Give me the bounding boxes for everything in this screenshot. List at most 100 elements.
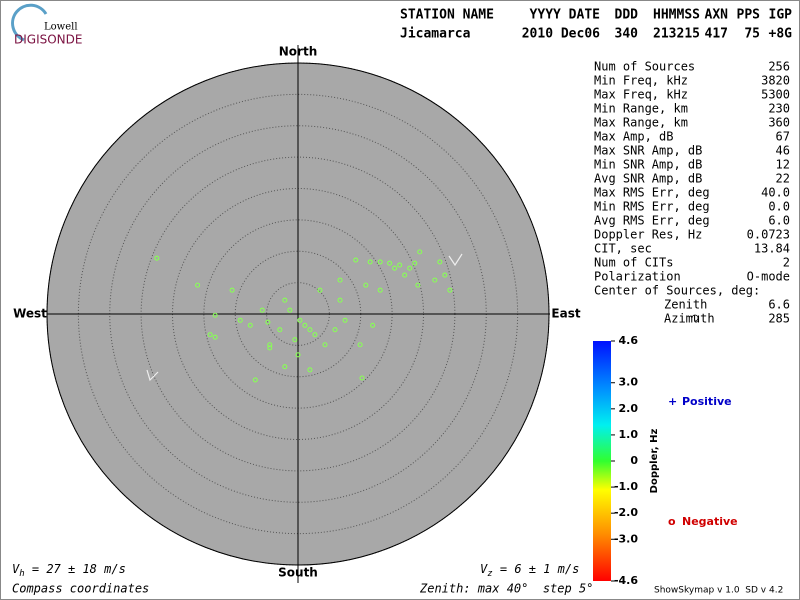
stat-value: 22 [776,172,790,186]
source-point [252,377,258,383]
stat-label: Num of Sources [594,60,695,74]
stat-value: 3820 [761,74,790,88]
header-column: PPS [737,8,761,23]
colorbar-tick-label: 1.0 [619,428,639,441]
source-point [322,342,328,348]
colorbar-label: Doppler, Hz [649,429,660,494]
plot: North South West East [13,45,581,583]
plot-border [46,62,550,566]
stat-label: Polarization [594,270,681,284]
stat-label: Min RMS Err, deg [594,200,710,214]
stat-label: Max RMS Err, deg [594,186,710,200]
source-point [363,282,369,288]
source-point [402,272,408,278]
header-column: DDD [615,8,639,23]
source-point [337,277,343,283]
stat-value: 256 [768,60,790,74]
header-column: HHMMSS [653,8,700,23]
header-column: STATION NAME [400,8,494,23]
source-point [442,272,448,278]
azimuth-icon [690,314,699,322]
vh: Vh = 27 ± 18 m/s [12,562,126,579]
source-point [370,322,376,328]
stat-value: 5300 [761,88,790,102]
source-point [317,287,323,293]
stat-value: 67 [776,130,790,144]
stat-value: 40.0 [761,186,790,200]
header-value: 75 [744,27,760,42]
header-value: +8G [769,27,793,42]
source-point [359,375,365,381]
stat-label: Max Range, km [594,116,688,130]
source-point [267,342,273,348]
colorbar-tick-label: -4.6 [614,574,638,587]
colorbar-tick-label: 3.0 [619,376,639,389]
stat-value: O-mode [747,270,790,284]
source-point [397,262,403,268]
logo-bottom: DIGISONDE [14,33,82,47]
stat-label: Max Freq, kHz [594,88,688,102]
stat-label: Max Amp, dB [594,130,673,144]
vz: Vz = 6 ± 1 m/s [480,562,579,579]
source-point [212,312,218,318]
header-value: 2010 Dec06 [522,27,600,42]
direction-label: South [278,566,318,580]
colorbar-tick-label: -3.0 [614,532,638,545]
header-column: AXN [705,8,729,23]
stat-value: 0.0723 [747,228,790,242]
logo-top: Lowell [44,22,78,33]
header-value: 340 [615,27,639,42]
source-point [353,257,359,263]
source-point [377,287,383,293]
coords: Compass coordinates [12,582,149,596]
source-point [277,327,283,333]
stat-value: 6.6 [768,298,790,312]
source-point [417,249,423,255]
stat-value: 0.0 [768,200,790,214]
stat-value: 360 [768,116,790,130]
stat-value: 2 [783,256,790,270]
source-point [357,342,363,348]
source-point [295,352,301,358]
source-point [337,297,343,303]
stat-value: 230 [768,102,790,116]
header-value: 213215 [653,27,700,42]
colorbar-tick-label: 0 [630,454,638,467]
source-point [292,337,298,343]
stat-value: 46 [776,144,790,158]
source-point [447,287,453,293]
source-point [307,367,313,373]
source-point [207,332,213,338]
source-point [282,297,288,303]
stat-label: Azimuth [664,312,715,326]
version: ShowSkymap v 1.0 SD v 4.2 [654,586,783,596]
stat-label: CIT, sec [594,242,652,256]
source-point [332,327,338,333]
legend-label: Negative [682,515,738,528]
source-point [259,307,265,313]
stat-label: Num of CITs [594,256,673,270]
source-point [212,334,218,340]
zenith-info: Zenith: max 40° step 5° [419,582,593,596]
source-point [412,260,418,266]
source-point [392,265,398,271]
source-point [415,282,421,288]
stat-value: 6.0 [768,214,790,228]
source-point [432,277,438,283]
stat-label: Avg RMS Err, deg [594,214,710,228]
colorbar-tick-label: -1.0 [614,480,638,493]
source-point [267,345,273,351]
legend-symbol: + [668,395,677,408]
stat-value: 12 [776,158,790,172]
source-point [282,364,288,370]
source-point [287,307,293,313]
legend-label: Positive [682,395,732,408]
logo-arc [11,3,48,42]
header-column: IGP [769,8,793,23]
colorbar-tick-label: 2.0 [619,402,639,415]
source-point [237,317,243,323]
source-point [247,322,253,328]
